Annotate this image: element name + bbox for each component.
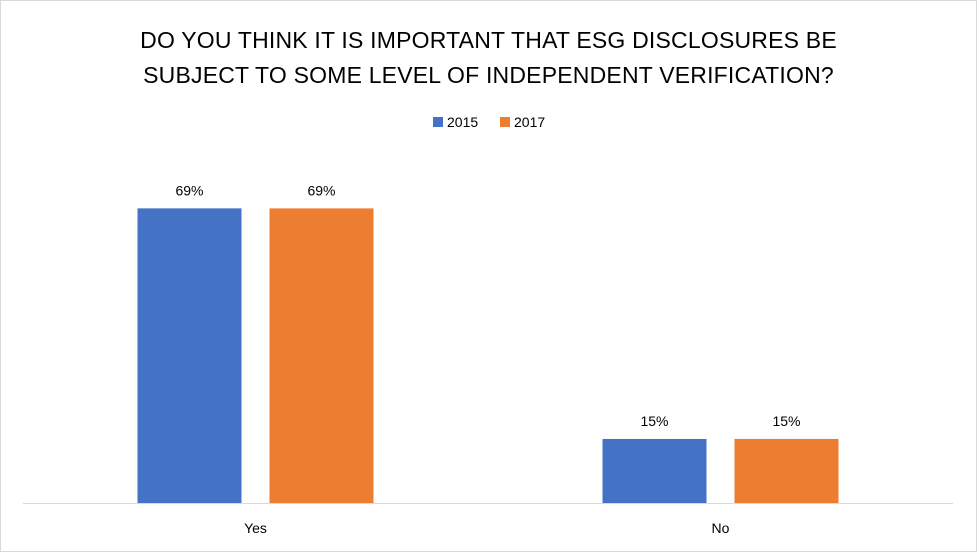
- legend-label-2017: 2017: [514, 114, 545, 130]
- chart-title: DO YOU THINK IT IS IMPORTANT THAT ESG DI…: [1, 23, 976, 93]
- bar-no-2017: [734, 438, 839, 503]
- legend-swatch-2017: [500, 117, 510, 127]
- bar-yes-2015: [137, 208, 242, 503]
- data-label-yes-2017: 69%: [307, 182, 335, 198]
- legend-swatch-2015: [433, 117, 443, 127]
- chart-title-line-1: DO YOU THINK IT IS IMPORTANT THAT ESG DI…: [140, 27, 837, 53]
- bar-no-2015: [602, 438, 707, 503]
- data-label-no-2017: 15%: [772, 413, 800, 429]
- x-tick-label-no: No: [712, 520, 730, 536]
- data-label-yes-2015: 69%: [175, 182, 203, 198]
- legend-label-2015: 2015: [447, 114, 478, 130]
- bar-yes-2017: [269, 208, 374, 503]
- chart-title-line-2: SUBJECT TO SOME LEVEL OF INDEPENDENT VER…: [143, 62, 834, 88]
- data-label-no-2015: 15%: [640, 413, 668, 429]
- x-tick-label-yes: Yes: [244, 520, 267, 536]
